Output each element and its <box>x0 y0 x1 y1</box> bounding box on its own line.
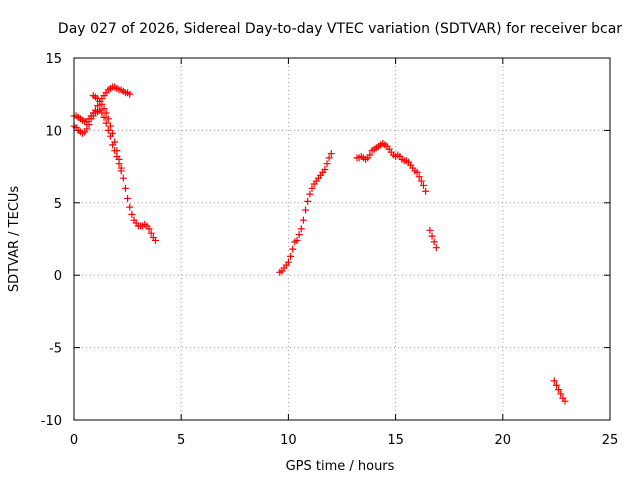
data-point <box>293 236 301 244</box>
y-tick-label: -10 <box>41 414 62 429</box>
series-arc-5 <box>550 377 569 405</box>
x-tick-label: 20 <box>495 433 512 448</box>
chart-title: Day 027 of 2026, Sidereal Day-to-day VTE… <box>58 21 622 37</box>
data-point <box>83 125 91 133</box>
data-point <box>561 397 569 405</box>
data-point <box>417 177 425 185</box>
data-point <box>430 238 438 246</box>
series-arc-1-steep <box>89 92 125 172</box>
grid-lines <box>74 58 610 420</box>
data-point <box>299 216 307 224</box>
data-point <box>321 165 329 173</box>
data-point <box>115 155 123 163</box>
data-point <box>323 160 331 168</box>
data-point <box>100 113 108 121</box>
data-point <box>98 100 106 108</box>
data-point <box>422 187 430 195</box>
data-point <box>552 381 560 389</box>
data-point <box>145 225 153 233</box>
data-point <box>104 126 112 134</box>
data-point <box>325 154 333 162</box>
data-point <box>111 138 119 146</box>
series-arc-2 <box>276 150 335 276</box>
data-point <box>109 129 117 137</box>
data-point <box>102 109 110 117</box>
data-point <box>126 90 134 98</box>
data-point <box>557 390 565 398</box>
data-point <box>117 164 125 172</box>
data-point <box>428 232 436 240</box>
data-point <box>308 184 316 192</box>
x-axis-label: GPS time / hours <box>286 459 395 474</box>
data-point <box>432 244 440 252</box>
data-point <box>124 194 132 202</box>
data-point <box>550 377 558 385</box>
data-point <box>147 229 155 237</box>
x-tick-label: 10 <box>280 433 297 448</box>
data-point <box>366 151 374 159</box>
data-point <box>426 226 434 234</box>
data-point <box>151 236 159 244</box>
data-point <box>106 122 114 130</box>
data-point <box>287 252 295 260</box>
data-point <box>289 245 297 253</box>
data-point <box>284 258 292 266</box>
x-tick-label: 25 <box>602 433 619 448</box>
y-tick-label: -5 <box>49 342 62 357</box>
x-tick-label: 15 <box>387 433 404 448</box>
data-point <box>126 203 134 211</box>
data-points <box>70 83 569 405</box>
axis-ticks: 0 5 10 15 20 25 -10 -5 0 5 10 15 <box>41 52 619 448</box>
data-point <box>555 386 563 394</box>
data-point <box>419 181 427 189</box>
data-point <box>100 105 108 113</box>
data-point <box>104 115 112 123</box>
y-axis-label: SDTVAR / TECUs <box>7 186 22 293</box>
data-point <box>415 173 423 181</box>
y-tick-label: 5 <box>54 197 62 212</box>
y-tick-label: 15 <box>45 52 62 67</box>
data-point <box>121 184 129 192</box>
series-arc-3 <box>353 139 430 195</box>
x-tick-label: 0 <box>70 433 78 448</box>
data-point <box>119 174 127 182</box>
data-point <box>295 231 303 239</box>
data-point <box>306 190 314 198</box>
series-arc-4 <box>426 226 440 252</box>
plot-frame <box>73 57 611 421</box>
data-point <box>297 225 305 233</box>
data-point <box>327 150 335 158</box>
data-point <box>102 119 110 127</box>
y-tick-label: 0 <box>54 269 62 284</box>
data-point <box>128 210 136 218</box>
x-tick-label: 5 <box>177 433 185 448</box>
data-point <box>302 206 310 214</box>
y-tick-label: 10 <box>45 124 62 139</box>
data-point <box>85 121 93 129</box>
data-point <box>304 197 312 205</box>
data-point <box>113 147 121 155</box>
data-point <box>413 168 421 176</box>
